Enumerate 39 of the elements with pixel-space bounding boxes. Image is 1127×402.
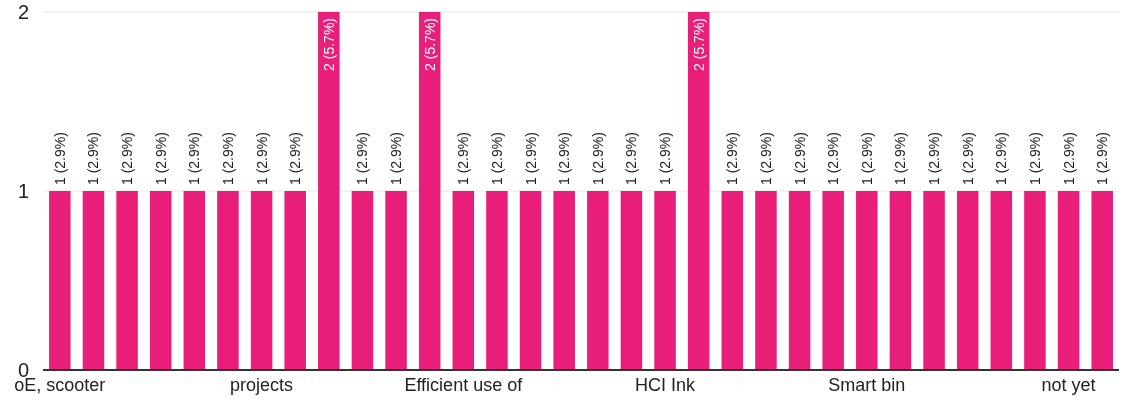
data-label: 1 (2.9%) [1094,132,1111,185]
data-label: 1 (2.9%) [388,132,405,185]
data-label: 1 (2.9%) [993,132,1010,185]
data-label: 1 (2.9%) [858,132,875,185]
y-tick-label: 1 [17,179,29,202]
data-label: 1 (2.9%) [152,132,169,185]
data-label: 1 (2.9%) [488,132,505,185]
data-label: 1 (2.9%) [51,132,68,185]
data-label: 2 (5.7%) [320,18,337,71]
data-label: 1 (2.9%) [791,132,808,185]
x-tick-label: HCI Ink [635,374,697,395]
data-label: 1 (2.9%) [825,132,842,185]
x-tick-label: Smart bin [828,374,906,395]
data-label: 1 (2.9%) [1060,132,1077,185]
y-tick-label: 2 [17,0,29,23]
data-label: 1 (2.9%) [455,132,472,185]
x-tick-label: Efficient use of [404,374,524,395]
data-label: 1 (2.9%) [757,132,774,185]
data-label: 2 (5.7%) [690,18,707,71]
data-label: 1 (2.9%) [724,132,741,185]
data-label: 1 (2.9%) [119,132,136,185]
data-label: 1 (2.9%) [1026,132,1043,185]
data-label: 1 (2.9%) [657,132,674,185]
data-label: 1 (2.9%) [287,132,304,185]
data-label: 1 (2.9%) [186,132,203,185]
data-label: 1 (2.9%) [253,132,270,185]
data-label: 1 (2.9%) [623,132,640,185]
data-label: 1 (2.9%) [892,132,909,185]
data-label: 1 (2.9%) [522,132,539,185]
x-tick-label: not yet [1041,374,1096,395]
data-label: 1 (2.9%) [589,132,606,185]
data-label: 1 (2.9%) [85,132,102,185]
data-label: 1 (2.9%) [354,132,371,185]
data-label: 1 (2.9%) [219,132,236,185]
data-label: 1 (2.9%) [926,132,943,185]
data-label: 1 (2.9%) [959,132,976,185]
x-tick-label: projects [230,374,294,395]
data-label: 2 (5.7%) [421,18,438,71]
data-label: 1 (2.9%) [556,132,573,185]
